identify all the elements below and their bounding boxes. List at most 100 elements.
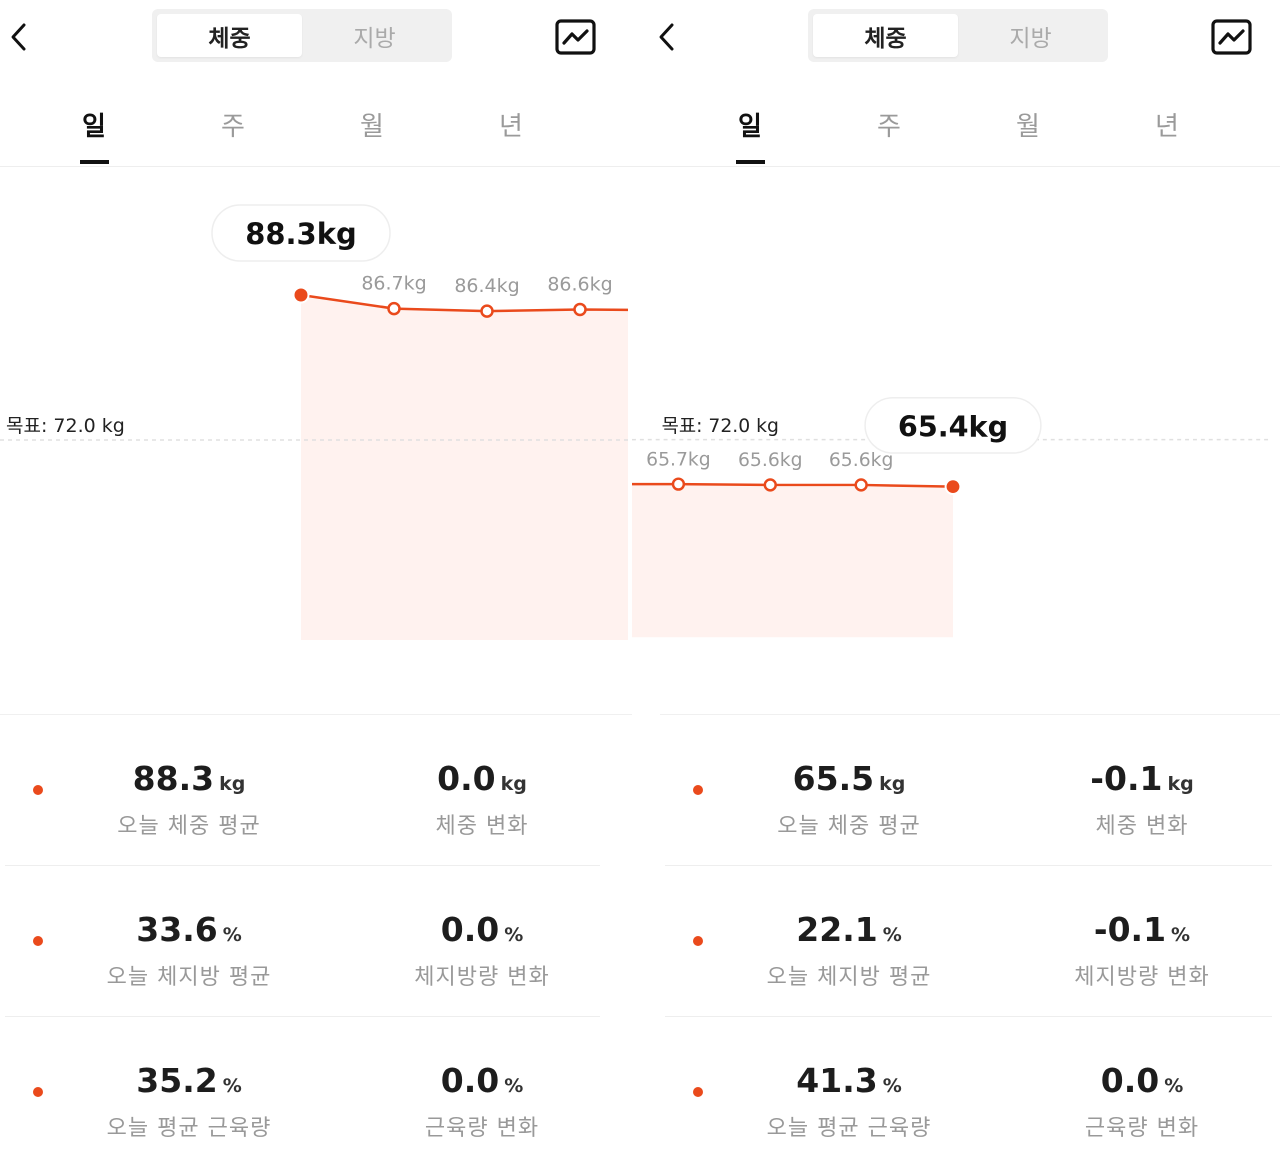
tooltip-bubble xyxy=(864,397,1042,454)
stat-value: 33.6 xyxy=(136,910,218,949)
data-point[interactable] xyxy=(573,302,587,317)
point-label: 86.7kg xyxy=(361,273,426,295)
stat-change: -0.1 kg 체중 변화 xyxy=(1002,759,1280,840)
chevron-left-icon xyxy=(11,23,26,51)
stat-value: 22.1 xyxy=(796,910,878,949)
tooltip-text: 65.4kg xyxy=(898,409,1008,443)
stat-value: 41.3 xyxy=(796,1061,878,1100)
stat-today: 65.5 kg 오늘 체중 평균 xyxy=(709,759,989,840)
bullet-dot xyxy=(693,1087,703,1097)
stat-unit: % xyxy=(882,1075,902,1097)
chart-area-fill xyxy=(301,295,628,640)
stat-change: 0.0% 근육량 변화 xyxy=(342,1061,622,1142)
point-label: 86.6kg xyxy=(547,273,612,295)
stat-label: 오늘 평균 근육량 xyxy=(766,1116,932,1141)
data-point-selected[interactable] xyxy=(944,478,962,496)
trend-chart-icon xyxy=(1211,19,1252,55)
row-divider xyxy=(665,865,1272,866)
tab-year[interactable]: 년 xyxy=(499,112,523,142)
stats-row-fat: 22.1% 오늘 체지방 평균 -0.1% 체지방량 변화 xyxy=(660,866,1280,1017)
data-point[interactable] xyxy=(763,478,777,492)
tab-year[interactable]: 년 xyxy=(1155,112,1179,142)
tab-day[interactable]: 일 xyxy=(738,112,762,142)
point-label: 65.6kg xyxy=(829,450,894,471)
segment-fat[interactable]: 지방 xyxy=(353,25,396,52)
stat-unit: kg xyxy=(879,773,906,795)
stats-row-weight: 65.5 kg 오늘 체중 평균 -0.1 kg 체중 변화 xyxy=(660,715,1280,866)
segment-weight[interactable]: 체중 xyxy=(813,14,958,57)
point-label: 65.7kg xyxy=(646,449,711,470)
segment-fat[interactable]: 지방 xyxy=(1009,25,1052,52)
change-unit: % xyxy=(1171,924,1191,946)
stats-row-muscle: 41.3% 오늘 평균 근육량 0.0% 근육량 변화 xyxy=(660,1017,1280,1150)
point-label: 86.4kg xyxy=(454,275,519,297)
back-button[interactable] xyxy=(654,20,684,54)
stat-label: 오늘 체지방 평균 xyxy=(106,965,272,990)
bullet-dot xyxy=(33,1087,43,1097)
tab-month[interactable]: 월 xyxy=(360,112,384,142)
tooltip-bubble xyxy=(211,204,391,262)
stat-label: 오늘 체지방 평균 xyxy=(766,965,932,990)
stats-row-fat: 33.6% 오늘 체지방 평균 0.0% 체지방량 변화 xyxy=(0,866,632,1017)
change-value: 0.0 xyxy=(437,759,496,798)
bullet-dot xyxy=(693,936,703,946)
trend-button[interactable] xyxy=(555,19,596,55)
data-point[interactable] xyxy=(387,301,401,316)
stat-value: 65.5 xyxy=(792,759,875,798)
data-point[interactable] xyxy=(854,478,868,492)
stat-today: 35.2% 오늘 평균 근육량 xyxy=(49,1061,329,1142)
stats-row-weight: 88.3 kg 오늘 체중 평균 0.0 kg 체중 변화 xyxy=(0,715,632,866)
weight-screen-2: 체중 지방 일 주 월 년 목표: 72.0 kg65.7kg08/2965.6… xyxy=(632,0,1280,1150)
change-value: -0.1 xyxy=(1093,910,1167,949)
change-value: 0.0 xyxy=(1100,1061,1160,1100)
change-label: 체지방량 변화 xyxy=(414,965,550,990)
goal-label: 목표: 72.0 kg xyxy=(6,415,125,437)
tab-month[interactable]: 월 xyxy=(1016,112,1040,142)
change-unit: kg xyxy=(500,773,527,795)
tab-week[interactable]: 주 xyxy=(221,112,245,142)
chart-area-fill xyxy=(632,484,953,638)
data-point[interactable] xyxy=(671,477,686,491)
value-tooltip: 88.3kg xyxy=(211,204,391,262)
weight-chart[interactable]: 목표: 72.0 kg11/1686.7kg11/1886.4kg11/2086… xyxy=(0,168,632,658)
stat-today: 22.1% 오늘 체지방 평균 xyxy=(709,910,989,991)
row-divider xyxy=(5,1016,600,1017)
back-button[interactable] xyxy=(6,20,36,54)
change-unit: % xyxy=(504,1075,524,1097)
stat-today: 88.3 kg 오늘 체중 평균 xyxy=(49,759,329,840)
trend-chart-icon xyxy=(555,19,596,55)
tab-week[interactable]: 주 xyxy=(877,112,901,142)
goal-label: 목표: 72.0 kg xyxy=(662,416,779,437)
data-point[interactable] xyxy=(480,304,494,318)
period-tabs: 일 주 월 년 xyxy=(632,92,1280,167)
segment-weight[interactable]: 체중 xyxy=(157,14,302,57)
stats-row-muscle: 35.2% 오늘 평균 근육량 0.0% 근육량 변화 xyxy=(0,1017,632,1150)
stat-change: 0.0 kg 체중 변화 xyxy=(342,759,622,840)
stat-today: 33.6% 오늘 체지방 평균 xyxy=(49,910,329,991)
change-value: -0.1 xyxy=(1090,759,1163,798)
bullet-dot xyxy=(33,936,43,946)
bullet-dot xyxy=(33,785,43,795)
change-label: 체중 변화 xyxy=(435,814,529,839)
stat-today: 41.3% 오늘 평균 근육량 xyxy=(709,1061,989,1142)
stat-unit: % xyxy=(222,924,242,946)
chevron-left-icon xyxy=(659,23,674,51)
stat-label: 오늘 체중 평균 xyxy=(777,814,921,839)
period-tabs: 일 주 월 년 xyxy=(0,92,632,167)
change-value: 0.0 xyxy=(440,1061,500,1100)
value-tooltip: 65.4kg xyxy=(864,397,1042,454)
change-label: 체지방량 변화 xyxy=(1074,965,1210,990)
stat-value: 35.2 xyxy=(136,1061,218,1100)
trend-button[interactable] xyxy=(1211,19,1252,55)
row-divider xyxy=(5,865,600,866)
tab-day[interactable]: 일 xyxy=(82,112,106,142)
stats-table: 65.5 kg 오늘 체중 평균 -0.1 kg 체중 변화 22.1% 오늘 체지… xyxy=(660,714,1280,1150)
stat-unit: % xyxy=(222,1075,242,1097)
change-label: 근육량 변화 xyxy=(1084,1116,1200,1141)
point-label: 65.6kg xyxy=(738,450,803,471)
tooltip-text: 88.3kg xyxy=(245,217,357,251)
change-label: 체중 변화 xyxy=(1095,814,1189,839)
weight-chart[interactable]: 목표: 72.0 kg65.7kg08/2965.6kg09/0165.6kg0… xyxy=(632,168,1272,658)
data-point-selected[interactable] xyxy=(292,286,310,304)
